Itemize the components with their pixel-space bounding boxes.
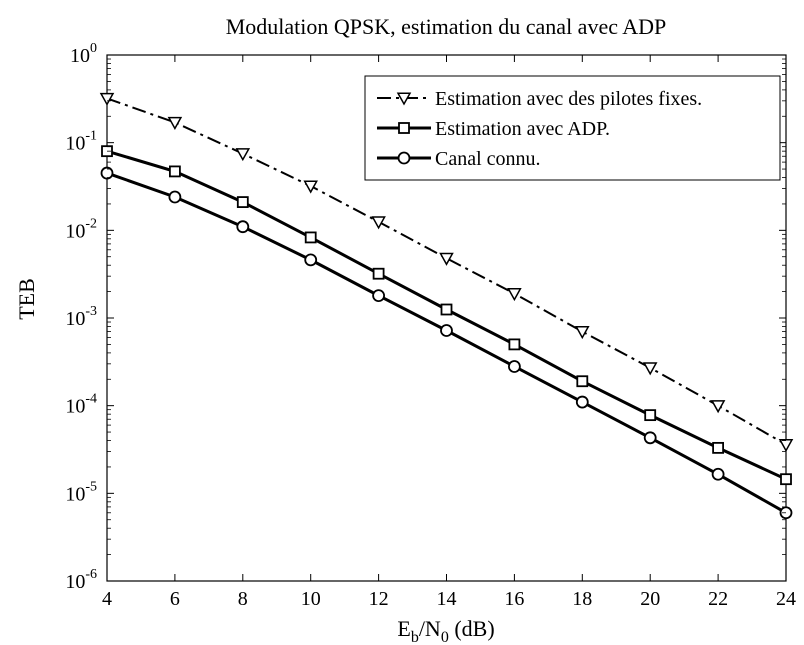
triangle-marker bbox=[303, 180, 318, 194]
triangle-marker bbox=[167, 116, 183, 131]
triangle-marker bbox=[507, 288, 522, 302]
circle-marker bbox=[372, 289, 386, 303]
ticks-layer: 4 6 8 10 12 14 16 18 20 22 24 100 10-1 10-2 10-3 10-4 10… bbox=[65, 41, 796, 610]
y-tick-label: 10-6 bbox=[65, 567, 97, 593]
triangle-marker bbox=[778, 439, 794, 453]
chart-title: Modulation QPSK, estimation du canal ave… bbox=[226, 14, 667, 39]
legend-label: Canal connu. bbox=[435, 148, 541, 170]
square-marker bbox=[712, 441, 724, 454]
y-tick-label: 10-5 bbox=[65, 479, 97, 505]
triangle-marker bbox=[235, 148, 251, 162]
square-marker bbox=[780, 473, 792, 486]
square-marker bbox=[372, 267, 385, 280]
triangle-marker bbox=[575, 326, 590, 340]
circle-marker bbox=[575, 395, 589, 409]
legend-box bbox=[364, 75, 781, 181]
legend-item: Estimation avec des pilotes fixes. bbox=[377, 88, 702, 110]
triangle-marker bbox=[99, 92, 115, 106]
x-tick-label: 14 bbox=[437, 588, 457, 610]
circle-marker bbox=[440, 324, 453, 337]
square-marker bbox=[304, 231, 317, 244]
triangle-marker bbox=[371, 216, 386, 230]
square-marker bbox=[576, 375, 589, 388]
square-marker bbox=[644, 409, 657, 422]
y-tick-label: 10-1 bbox=[65, 129, 97, 155]
x-tick-label: 20 bbox=[640, 588, 660, 610]
circle-marker bbox=[711, 467, 725, 481]
x-tick-label: 8 bbox=[238, 588, 248, 610]
legend: Estimation avec des pilotes fixes. Estima… bbox=[364, 75, 781, 181]
triangle-marker bbox=[710, 400, 726, 414]
legend-label: Estimation avec des pilotes fixes. bbox=[435, 88, 702, 110]
y-tick-label: 100 bbox=[70, 41, 97, 67]
square-marker bbox=[168, 165, 181, 178]
x-tick-label: 22 bbox=[708, 588, 728, 610]
legend-circle-marker bbox=[397, 151, 411, 165]
square-marker bbox=[440, 303, 453, 316]
square-marker bbox=[236, 196, 249, 208]
series-line bbox=[106, 97, 787, 446]
x-tick-label: 10 bbox=[301, 588, 321, 610]
legend-triangle-marker bbox=[396, 92, 412, 106]
circle-marker bbox=[508, 360, 521, 373]
legend-item: Canal connu. bbox=[377, 148, 541, 170]
x-tick-label: 16 bbox=[504, 588, 524, 610]
legend-square-marker bbox=[398, 122, 410, 134]
triangle-marker bbox=[642, 362, 658, 376]
series-2 bbox=[100, 166, 793, 520]
circle-marker bbox=[643, 431, 657, 445]
series-0 bbox=[99, 92, 794, 453]
series-line bbox=[106, 171, 787, 515]
y-axis-label: TEB bbox=[14, 278, 39, 320]
legend-label: Estimation avec ADP. bbox=[435, 118, 610, 140]
series-1 bbox=[101, 145, 792, 486]
circle-marker bbox=[100, 166, 114, 180]
triangle-marker bbox=[439, 252, 454, 266]
x-tick-label: 12 bbox=[369, 588, 389, 610]
square-marker bbox=[508, 338, 521, 351]
y-tick-label: 10-2 bbox=[65, 216, 97, 242]
y-tick-label: 10-3 bbox=[65, 304, 97, 330]
legend-item: Estimation avec ADP. bbox=[377, 118, 610, 140]
x-tick-label: 18 bbox=[572, 588, 592, 610]
x-tick-label: 6 bbox=[170, 588, 180, 610]
circle-marker bbox=[236, 220, 250, 234]
x-axis-label: Eb/N0 (dB) bbox=[397, 616, 494, 645]
x-tick-label: 24 bbox=[776, 588, 796, 610]
circle-marker bbox=[168, 190, 182, 204]
x-tick-label: 4 bbox=[102, 588, 112, 610]
y-tick-label: 10-4 bbox=[65, 392, 97, 418]
circle-marker bbox=[304, 253, 318, 267]
